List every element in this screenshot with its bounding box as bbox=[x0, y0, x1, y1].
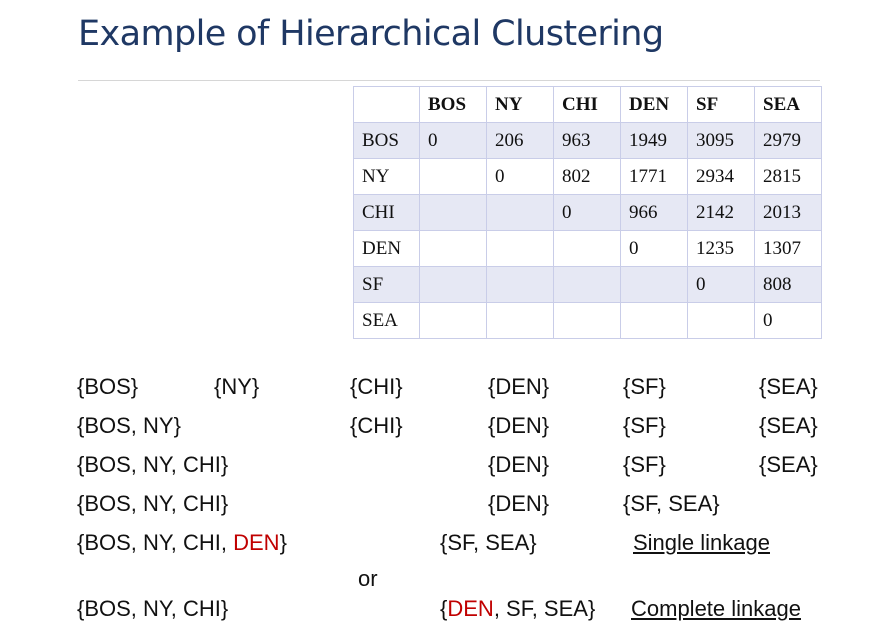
table-cell: 966 bbox=[620, 194, 688, 231]
table-cell bbox=[486, 302, 554, 339]
cluster-sf-sea: {SF, SEA} bbox=[440, 530, 537, 555]
cluster-sf: {SF} bbox=[623, 452, 666, 477]
cluster-ny: {NY} bbox=[214, 374, 260, 399]
header-cell: CHI bbox=[553, 86, 621, 123]
table-cell: 1235 bbox=[687, 230, 755, 267]
highlight-den: DEN bbox=[447, 596, 494, 621]
table-cell: 0 bbox=[419, 122, 487, 159]
cluster-den: {DEN} bbox=[488, 374, 550, 399]
table-row: SEA 0 bbox=[353, 302, 822, 339]
table-cell: 206 bbox=[486, 122, 554, 159]
highlight-den: DEN bbox=[233, 530, 280, 555]
table-cell bbox=[553, 230, 621, 267]
cluster-sf: {SF} bbox=[623, 413, 666, 438]
header-cell bbox=[353, 86, 420, 123]
cluster-bos-ny-chi: {BOS, NY, CHI} bbox=[77, 491, 229, 516]
table-cell: 802 bbox=[553, 158, 621, 195]
table-row: SF 0 808 bbox=[353, 266, 822, 303]
table-cell: 0 bbox=[687, 266, 755, 303]
table-cell: 1771 bbox=[620, 158, 688, 195]
header-cell: NY bbox=[486, 86, 554, 123]
cluster-chi: {CHI} bbox=[350, 374, 403, 399]
cluster-den: {DEN} bbox=[488, 452, 550, 477]
cluster-bos-ny-chi-den: {BOS, NY, CHI, DEN} bbox=[77, 530, 287, 556]
table-cell: 0 bbox=[553, 194, 621, 231]
table-cell: 963 bbox=[553, 122, 621, 159]
single-linkage-label: Single linkage bbox=[633, 530, 770, 555]
cluster-bos-ny: {BOS, NY} bbox=[77, 413, 181, 438]
table-cell bbox=[419, 194, 487, 231]
or-separator: or bbox=[358, 566, 378, 591]
title-divider bbox=[78, 80, 820, 81]
table-cell bbox=[553, 302, 621, 339]
cluster-text: , SF, SEA} bbox=[493, 596, 596, 621]
cluster-sf: {SF} bbox=[623, 374, 666, 399]
complete-linkage-label: Complete linkage bbox=[631, 596, 801, 621]
header-cell: DEN bbox=[620, 86, 688, 123]
header-cell: SEA bbox=[754, 86, 822, 123]
table-cell: 3095 bbox=[687, 122, 755, 159]
table-cell bbox=[687, 302, 755, 339]
table-cell: 2934 bbox=[687, 158, 755, 195]
table-cell bbox=[419, 230, 487, 267]
row-label: CHI bbox=[353, 194, 420, 231]
cluster-text: {BOS, NY, CHI, bbox=[77, 530, 234, 555]
table-cell: 0 bbox=[486, 158, 554, 195]
table-row: DEN 0 1235 1307 bbox=[353, 230, 822, 267]
table-row: CHI 0 966 2142 2013 bbox=[353, 194, 822, 231]
row-label: SEA bbox=[353, 302, 420, 339]
table-cell: 2142 bbox=[687, 194, 755, 231]
table-cell bbox=[553, 266, 621, 303]
row-label: NY bbox=[353, 158, 420, 195]
cluster-bos-ny-chi: {BOS, NY, CHI} bbox=[77, 452, 229, 477]
table-row: BOS 0 206 963 1949 3095 2979 bbox=[353, 122, 822, 159]
cluster-den: {DEN} bbox=[488, 413, 550, 438]
slide-title: Example of Hierarchical Clustering bbox=[78, 14, 664, 54]
table-cell bbox=[419, 266, 487, 303]
cluster-sea: {SEA} bbox=[759, 374, 818, 399]
table-cell: 2013 bbox=[754, 194, 822, 231]
cluster-sea: {SEA} bbox=[759, 413, 818, 438]
table-cell: 1949 bbox=[620, 122, 688, 159]
cluster-den: {DEN} bbox=[488, 491, 550, 516]
table-cell bbox=[419, 158, 487, 195]
cluster-sf-sea: {SF, SEA} bbox=[623, 491, 720, 516]
table-cell bbox=[486, 266, 554, 303]
row-label: SF bbox=[353, 266, 420, 303]
table-row: NY 0 802 1771 2934 2815 bbox=[353, 158, 822, 195]
table-cell bbox=[620, 302, 688, 339]
cluster-chi: {CHI} bbox=[350, 413, 403, 438]
row-label: DEN bbox=[353, 230, 420, 267]
table-cell bbox=[620, 266, 688, 303]
table-cell bbox=[486, 230, 554, 267]
table-cell: 2979 bbox=[754, 122, 822, 159]
table-cell: 808 bbox=[754, 266, 822, 303]
header-cell: BOS bbox=[419, 86, 487, 123]
table-cell: 1307 bbox=[754, 230, 822, 267]
table-cell: 0 bbox=[620, 230, 688, 267]
cluster-bos: {BOS} bbox=[77, 374, 139, 399]
row-label: BOS bbox=[353, 122, 420, 159]
distance-matrix: BOS NY CHI DEN SF SEA BOS 0 206 963 1949… bbox=[353, 86, 822, 339]
table-cell bbox=[486, 194, 554, 231]
cluster-text: { bbox=[440, 596, 448, 621]
table-cell: 0 bbox=[754, 302, 822, 339]
table-cell bbox=[419, 302, 487, 339]
cluster-den-sf-sea: {DEN, SF, SEA} bbox=[440, 596, 595, 622]
cluster-text: } bbox=[279, 530, 287, 555]
table-header-row: BOS NY CHI DEN SF SEA bbox=[353, 86, 822, 123]
cluster-sea: {SEA} bbox=[759, 452, 818, 477]
header-cell: SF bbox=[687, 86, 755, 123]
cluster-bos-ny-chi: {BOS, NY, CHI} bbox=[77, 596, 229, 621]
table-cell: 2815 bbox=[754, 158, 822, 195]
